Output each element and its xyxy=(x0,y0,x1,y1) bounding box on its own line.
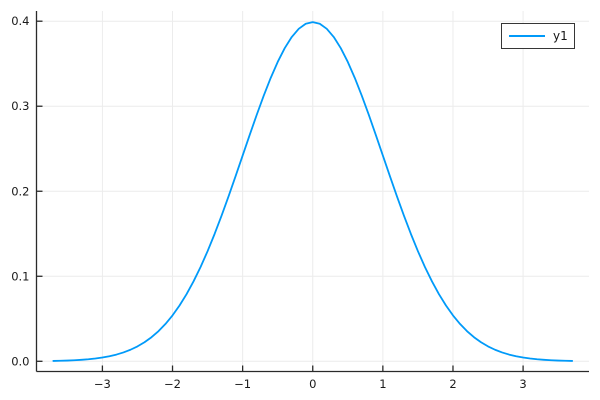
x-tick-label: −1 xyxy=(234,377,251,391)
legend: y1 xyxy=(501,23,575,49)
x-tick-label: 1 xyxy=(379,377,386,391)
x-tick-label: −2 xyxy=(164,377,181,391)
x-tick-label: −3 xyxy=(94,377,111,391)
legend-line-sample xyxy=(509,35,545,37)
legend-label: y1 xyxy=(553,29,568,43)
y-tick-label: 0.4 xyxy=(11,14,29,28)
y-tick-label: 0.3 xyxy=(11,99,29,113)
y-tick-label: 0.2 xyxy=(11,184,29,198)
x-tick-label: 3 xyxy=(519,377,526,391)
x-tick-label: 2 xyxy=(449,377,456,391)
x-tick-label: 0 xyxy=(309,377,316,391)
y-tick-label: 0.0 xyxy=(11,354,29,368)
series-line xyxy=(52,21,574,362)
y-tick-label: 0.1 xyxy=(11,269,29,283)
